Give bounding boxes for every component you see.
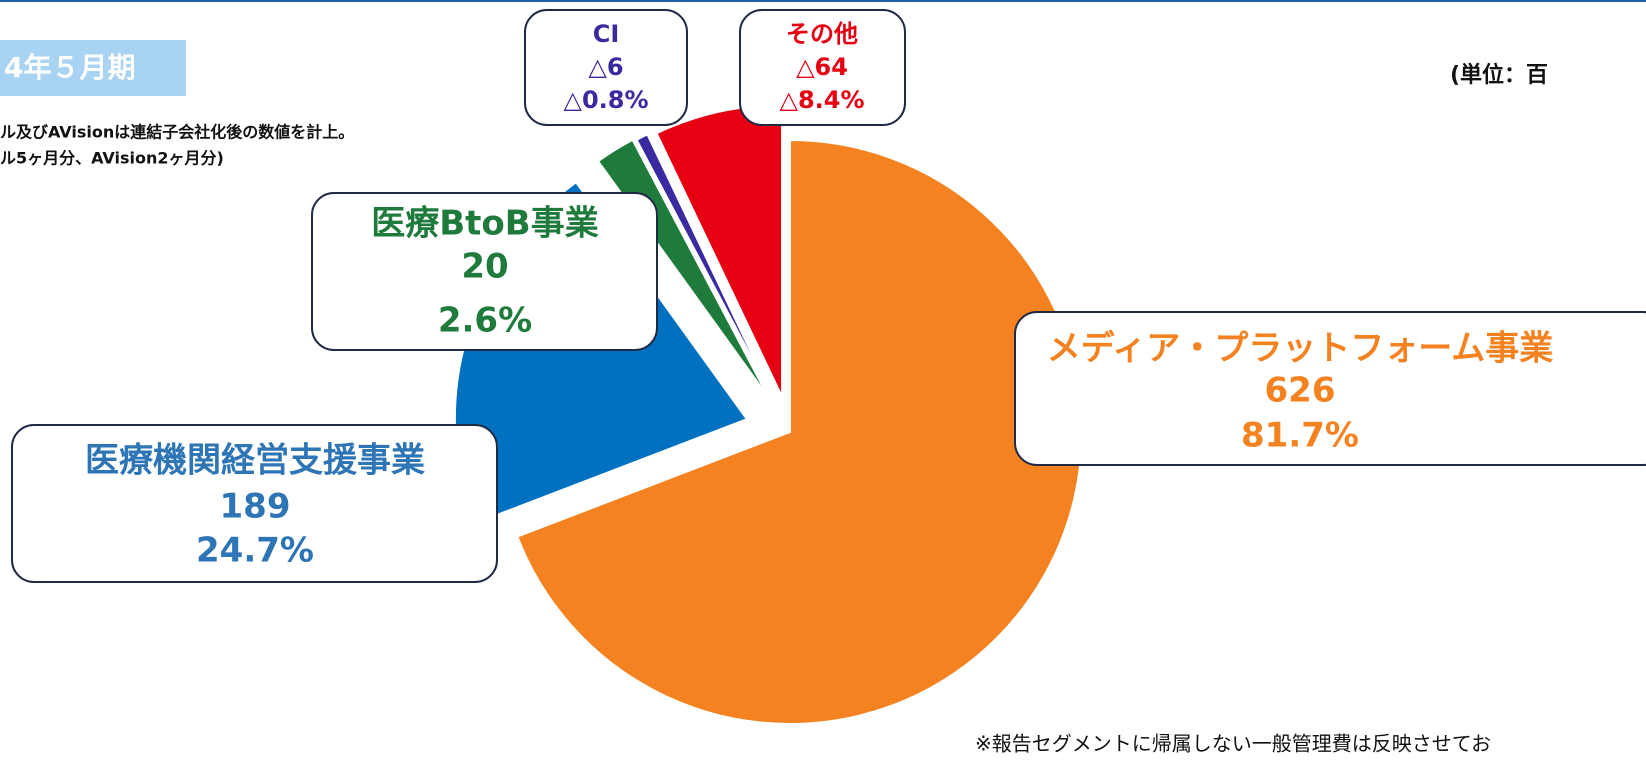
unit-label: (単位：百 (1450, 62, 1548, 88)
pie-slice (516, 138, 1083, 725)
slice-name: その他 (786, 20, 858, 48)
callout-box (11, 424, 498, 583)
slice-name: メディア・プラットフォーム事業 (1047, 329, 1554, 369)
period-label: 4年５月期 (4, 51, 135, 84)
note: ル5ヶ月分、AVision2ヶ月分) (0, 149, 224, 168)
value-label: 20 (461, 247, 508, 287)
percent-label: △8.4% (779, 86, 864, 114)
percent-label: 81.7% (1241, 416, 1359, 456)
percent-label: △0.8% (563, 86, 648, 114)
callout-box (311, 192, 658, 351)
value-label: △6 (588, 53, 623, 81)
value-label: 189 (220, 487, 291, 527)
callout-box (1014, 311, 1646, 466)
note: ル及びAVisionは連結子会社化後の数値を計上。 (0, 123, 354, 142)
percent-label: 2.6% (438, 301, 532, 341)
value-label: △64 (796, 53, 848, 81)
slice-name: CI (593, 20, 620, 48)
percent-label: 24.7% (196, 531, 314, 571)
slice-name: 医療BtoB事業 (371, 204, 598, 244)
top-border (0, 0, 1646, 2)
pie-slice (635, 133, 774, 399)
slice-name: 医療機関経営支援事業 (85, 441, 425, 481)
footnote: ※報告セグメントに帰属しない一般管理費は反映させてお (975, 732, 1491, 756)
value-label: 626 (1265, 371, 1336, 411)
callout-box (524, 9, 688, 126)
period-badge (0, 40, 186, 96)
callout-box (739, 9, 906, 126)
